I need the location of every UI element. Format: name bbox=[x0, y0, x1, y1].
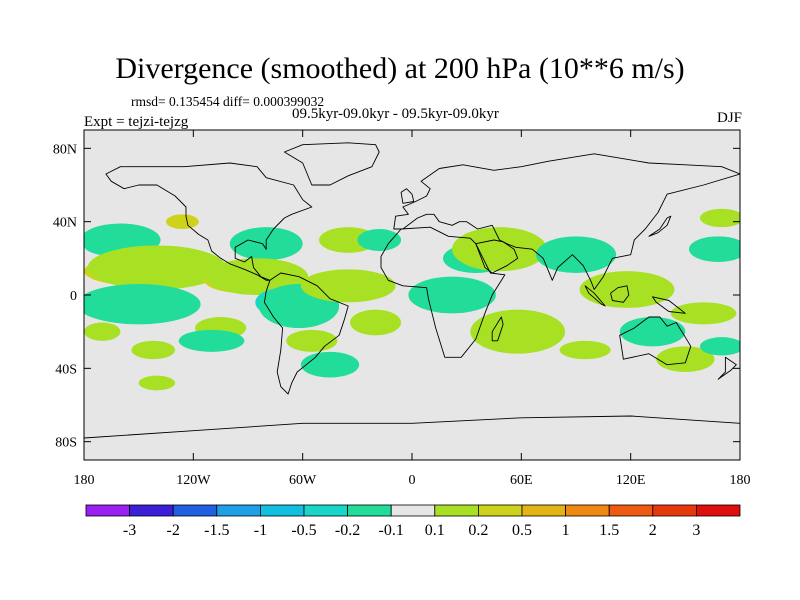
coastline-greenland bbox=[283, 142, 380, 186]
colorbar-label: -1.5 bbox=[204, 522, 229, 539]
colorbar-swatch bbox=[216, 504, 261, 517]
anomaly-region-38 bbox=[688, 236, 740, 262]
colorbar-swatch bbox=[652, 504, 697, 517]
anomaly-region-9 bbox=[131, 340, 176, 360]
continent-outlines bbox=[84, 142, 740, 460]
colorbar-label: 0.1 bbox=[425, 522, 445, 539]
anomaly-region-37 bbox=[656, 346, 715, 372]
x-tick-label: 0 bbox=[409, 473, 416, 488]
anomaly-region-17 bbox=[286, 329, 338, 352]
y-axis: 80N 40N 0 40S 80S bbox=[53, 142, 740, 451]
coastline-north-america bbox=[105, 162, 313, 281]
anomaly-regions bbox=[84, 208, 740, 391]
colorbar-swatch bbox=[477, 504, 523, 517]
colorbar-swatch bbox=[303, 504, 348, 517]
anomaly-region-39 bbox=[699, 208, 740, 228]
colorbar-swatch bbox=[347, 504, 392, 517]
anomaly-region-19 bbox=[357, 229, 402, 251]
anomaly-region-36 bbox=[619, 317, 686, 347]
coastline-new-guinea bbox=[652, 296, 686, 314]
anomaly-region-24 bbox=[350, 309, 402, 336]
colorbar-label: -3 bbox=[123, 522, 136, 539]
coastline-borneo bbox=[610, 285, 630, 303]
x-tick-label: 120W bbox=[176, 473, 211, 488]
colorbar-swatch bbox=[172, 504, 218, 517]
anomaly-region-6 bbox=[84, 284, 201, 325]
anomaly-region-23 bbox=[300, 351, 360, 378]
coastline-japan bbox=[648, 215, 672, 237]
colorbar-label: 0.2 bbox=[468, 522, 488, 539]
anomaly-region-42 bbox=[559, 340, 611, 360]
colorbar-label: -0.1 bbox=[379, 522, 404, 539]
colorbar-label: -2 bbox=[167, 522, 180, 539]
colorbar-swatch bbox=[608, 504, 654, 517]
colorbar-label: 3 bbox=[692, 522, 700, 539]
anomaly-region-21 bbox=[300, 269, 396, 303]
stats-line: rmsd= 0.135454 diff= 0.000399032 bbox=[131, 94, 325, 109]
y-tick-label: 40N bbox=[53, 216, 77, 231]
x-tick-label: 60E bbox=[510, 473, 533, 488]
anomaly-region-33 bbox=[535, 236, 617, 273]
colorbar-label: 2 bbox=[649, 522, 657, 539]
x-axis: 180 120W 60W 0 60E 120E 180 bbox=[74, 130, 751, 488]
x-tick-label: 180 bbox=[74, 473, 95, 488]
colorbar-label: -0.5 bbox=[291, 522, 316, 539]
colorbar-swatch bbox=[129, 504, 174, 517]
anomaly-region-14 bbox=[206, 258, 309, 295]
colorbar-label: 0.5 bbox=[512, 522, 532, 539]
colorbar-swatch bbox=[521, 504, 566, 517]
anomaly-region-7 bbox=[84, 322, 121, 341]
y-tick-label: 0 bbox=[70, 289, 77, 304]
anomaly-region-11 bbox=[138, 375, 176, 391]
coastline-madagascar bbox=[491, 316, 504, 342]
colorbar-label: 1.5 bbox=[599, 522, 619, 539]
anomaly-region-29 bbox=[408, 276, 496, 314]
coastline-antarctica bbox=[84, 415, 740, 460]
run-period-label: 09.5kyr-09.0kyr - 09.5kyr-09.0kyr bbox=[292, 106, 499, 122]
anomaly-region-4 bbox=[166, 214, 199, 230]
season-label: DJF bbox=[716, 110, 742, 126]
colorbar-swatch bbox=[434, 504, 479, 517]
colorbar-swatch bbox=[390, 504, 436, 517]
anomaly-region-27 bbox=[452, 227, 547, 272]
colorbar-label: -0.2 bbox=[335, 522, 360, 539]
coastline-africa bbox=[380, 226, 506, 358]
y-tick-label: 40S bbox=[55, 362, 77, 377]
coastline-sumatra bbox=[584, 285, 606, 307]
anomaly-region-40 bbox=[670, 302, 737, 325]
x-tick-label: 120E bbox=[616, 473, 646, 488]
colorbar-swatch bbox=[259, 504, 305, 517]
coastline-australia bbox=[619, 316, 692, 366]
coastline-south-america bbox=[263, 272, 349, 395]
coastline-arabia bbox=[475, 239, 519, 274]
anomaly-region-41 bbox=[699, 337, 740, 356]
anomaly-region-10 bbox=[178, 329, 245, 352]
chart-title: Divergence (smoothed) at 200 hPa (10**6 … bbox=[115, 52, 685, 85]
colorbar-swatch bbox=[85, 504, 130, 517]
y-tick-label: 80S bbox=[55, 436, 77, 451]
anomaly-region-35 bbox=[579, 271, 675, 308]
y-tick-label: 80N bbox=[53, 142, 77, 157]
experiment-label: Expt = tejzi-tejzg bbox=[84, 114, 189, 130]
x-tick-label: 60W bbox=[289, 473, 317, 488]
coastline-great-britain bbox=[400, 188, 415, 204]
colorbar-swatch bbox=[696, 504, 741, 517]
colorbar-label: -1 bbox=[254, 522, 267, 539]
anomaly-region-31 bbox=[470, 309, 566, 354]
colorbar: -3 -2 -1.5 -1 -0.5 -0.2 -0.1 0.1 0.2 0.5 1 1.5 2 3 bbox=[85, 504, 741, 539]
coastline-eurasia bbox=[393, 153, 740, 290]
colorbar-swatch bbox=[565, 504, 610, 517]
anomaly-region-3 bbox=[87, 245, 227, 290]
coastline-new-zealand bbox=[717, 356, 737, 380]
x-tick-label: 180 bbox=[730, 473, 751, 488]
colorbar-label: 1 bbox=[562, 522, 570, 539]
